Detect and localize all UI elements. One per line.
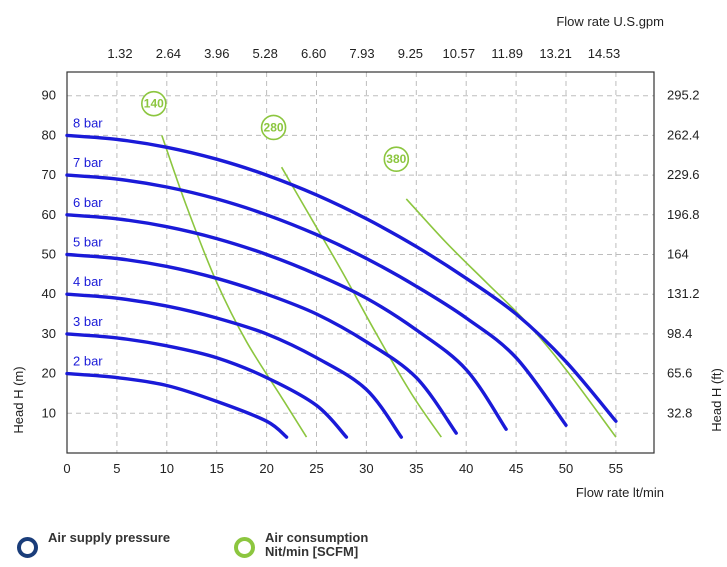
x2-tick-label: 2.64 — [156, 46, 181, 61]
pressure-curve-2-bar — [65, 371, 289, 439]
pressure-curve-7-bar — [65, 173, 568, 427]
y-tick-label: 50 — [42, 247, 56, 262]
legend-air-consumption-label: Air consumption Nit/min [SCFM] — [265, 530, 369, 559]
axis-titles: Flow rate U.S.gpm Flow rate lt/min Head … — [11, 14, 724, 500]
y2-tick-label: 262.4 — [667, 127, 700, 142]
y-tick-label: 70 — [42, 167, 56, 182]
x2-tick-label: 3.96 — [204, 46, 229, 61]
legend-air-supply-label: Air supply pressure — [48, 530, 171, 545]
consumption-line-380 — [405, 198, 617, 438]
y-tick-label: 60 — [42, 207, 56, 222]
consumption-bubble-140 — [141, 90, 167, 117]
legend-air-consumption-ring-icon — [234, 537, 255, 558]
x-tick-label: 25 — [309, 461, 323, 476]
series-label-5-bar: 5 bar — [73, 235, 103, 250]
y-tick-label: 20 — [42, 366, 56, 381]
consumption-bubble-label-280: 280 — [264, 120, 284, 134]
consumption-line-280 — [280, 166, 442, 438]
y-tick-label: 30 — [42, 326, 56, 341]
series-label-7-bar: 7 bar — [73, 155, 103, 170]
series-label-6-bar: 6 bar — [73, 195, 103, 210]
y2-tick-label: 196.8 — [667, 207, 700, 222]
tick-labels: 0 5 10 15 20 25 30 35 40 45 50 55 1.32 2.64 3.96 5.28 6.… — [42, 46, 700, 476]
pressure-curve-4-bar — [65, 292, 403, 439]
series-labels: 8 bar 7 bar 6 bar 5 bar 4 bar 3 bar 2 bar — [73, 115, 103, 368]
x-tick-label: 20 — [259, 461, 273, 476]
consumption-bubble-380 — [383, 146, 410, 173]
y-tick-label: 90 — [42, 88, 56, 103]
x2-tick-label: 11.89 — [491, 46, 523, 61]
x2-tick-label: 1.32 — [107, 46, 132, 61]
consumption-bubble-label-380: 380 — [386, 152, 406, 166]
y2-tick-label: 131.2 — [667, 286, 700, 301]
series-label-4-bar: 4 bar — [73, 274, 103, 289]
x2-tick-label: 7.93 — [349, 46, 374, 61]
x-tick-label: 35 — [409, 461, 423, 476]
consumption-bubble-280 — [260, 114, 287, 141]
y2-tick-label: 98.4 — [667, 326, 692, 341]
x-tick-label: 5 — [113, 461, 120, 476]
legend-air-supply: Air supply pressure — [17, 531, 170, 558]
x2-axis-title: Flow rate U.S.gpm — [556, 14, 664, 29]
pressure-curve-3-bar — [65, 332, 349, 439]
x-axis-title: Flow rate lt/min — [576, 485, 664, 500]
legend-air-supply-ring-icon — [17, 537, 38, 558]
y-tick-label: 40 — [42, 286, 56, 301]
series-label-8-bar: 8 bar — [73, 115, 103, 130]
x-tick-label: 15 — [209, 461, 223, 476]
series-label-2-bar: 2 bar — [73, 354, 103, 369]
x-tick-label: 45 — [509, 461, 523, 476]
plot-frame — [66, 71, 655, 454]
y-tick-label: 80 — [42, 127, 56, 142]
x2-tick-label: 9.25 — [398, 46, 423, 61]
consumption-line-140 — [161, 135, 308, 438]
x2-tick-label: 13.21 — [539, 46, 572, 61]
x-tick-label: 55 — [609, 461, 623, 476]
y-axis-title: Head H (m) — [11, 366, 26, 433]
y2-tick-label: 229.6 — [667, 167, 700, 182]
x-tick-label: 30 — [359, 461, 373, 476]
y2-tick-label: 65.6 — [667, 366, 692, 381]
y2-tick-label: 164 — [667, 247, 689, 262]
x-tick-label: 40 — [459, 461, 473, 476]
y-tick-label: 10 — [42, 405, 56, 420]
y2-axis-title: Head H (ft) — [709, 368, 724, 432]
pressure-curve-8-bar — [65, 133, 618, 423]
series-label-3-bar: 3 bar — [73, 314, 103, 329]
legend-air-consumption: Air consumption Nit/min [SCFM] — [234, 531, 415, 559]
pressure-curve-5-bar — [65, 252, 458, 435]
consumption-bubble-label-140: 140 — [144, 97, 164, 111]
x2-tick-label: 6.60 — [301, 46, 326, 61]
y2-tick-label: 32.8 — [667, 405, 692, 420]
x-tick-label: 0 — [63, 461, 70, 476]
x2-tick-label: 5.28 — [253, 46, 278, 61]
x2-tick-label: 10.57 — [443, 46, 476, 61]
consumption-lines: 140 280 380 — [141, 90, 617, 438]
x-tick-label: 50 — [559, 461, 573, 476]
x-tick-label: 10 — [160, 461, 174, 476]
x2-tick-label: 14.53 — [588, 46, 621, 61]
pressure-curves — [65, 133, 618, 439]
pressure-curve-6-bar — [65, 213, 508, 431]
y2-tick-label: 295.2 — [667, 88, 700, 103]
